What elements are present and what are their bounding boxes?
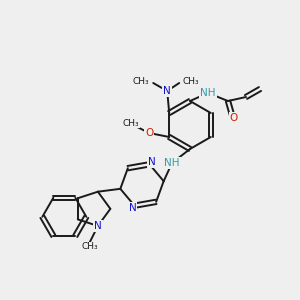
- Text: CH₃: CH₃: [182, 77, 199, 86]
- Text: N: N: [148, 157, 155, 167]
- Text: CH₃: CH₃: [133, 77, 149, 86]
- Text: NH: NH: [164, 158, 180, 168]
- Text: O: O: [230, 113, 238, 123]
- Text: NH: NH: [200, 88, 216, 98]
- Text: CH₃: CH₃: [123, 118, 140, 127]
- Text: O: O: [145, 128, 153, 138]
- Text: N: N: [94, 221, 102, 231]
- Text: N: N: [129, 203, 136, 213]
- Text: CH₃: CH₃: [82, 242, 98, 251]
- Text: N: N: [163, 86, 171, 96]
